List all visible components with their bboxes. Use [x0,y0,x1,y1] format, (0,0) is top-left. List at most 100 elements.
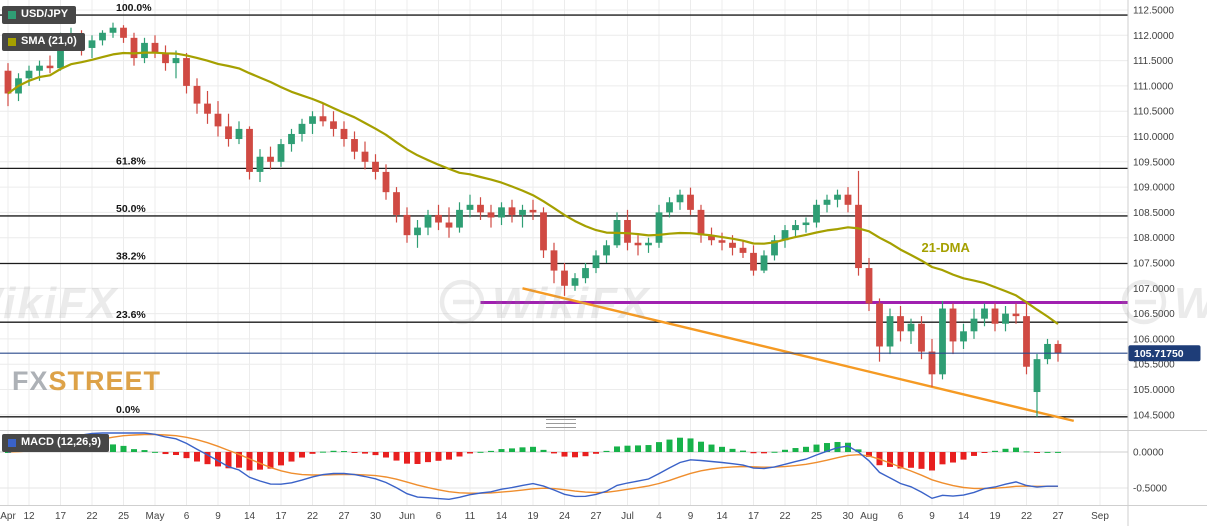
macd-bar [981,452,988,453]
candle-body [445,222,453,228]
candle-body [193,85,201,104]
macd-bar [824,443,830,452]
candle-body [120,27,127,38]
price-axis-panel[interactable] [1128,0,1207,526]
candle-body [172,58,180,64]
macd-bar [1034,452,1040,453]
candle-body [487,212,495,218]
candle-body [571,278,579,286]
candle-body [960,331,967,342]
date-tick-label: 14 [496,511,508,522]
date-tick-label: Jul [621,511,634,522]
candle-body [928,351,936,375]
sma-color-chip [8,37,16,46]
date-tick-label: 14 [716,511,728,522]
svg-text:105.71750: 105.71750 [1134,348,1184,360]
macd-bar [225,452,232,469]
date-tick-label: 19 [989,511,1001,522]
candle-body [99,32,106,41]
candle-body [214,113,222,127]
candle-body [456,209,463,228]
macd-indicator-badge[interactable]: MACD (12,26,9) [2,434,110,452]
svg-text:WikiFX: WikiFX [1174,279,1207,328]
sma-indicator-badge[interactable]: SMA (21,0) [2,33,85,51]
macd-bar [582,452,589,457]
macd-bar [519,447,526,452]
candle-body [739,247,747,253]
candle-body [991,308,999,324]
candle-body [351,139,358,152]
candle-body [477,204,484,213]
macd-bar [540,449,547,452]
symbol-badge[interactable]: USD/JPY [2,6,77,24]
date-axis-panel[interactable] [0,505,1207,526]
candle-body [582,268,589,279]
wikifx-watermark: WikiFX [0,279,117,328]
candle-body [844,194,852,205]
macd-bar [950,452,956,463]
macd-bar [330,450,337,452]
macd-bar [1023,451,1030,453]
macd-bar [624,445,631,452]
candle-body [393,192,400,215]
candle-body [1012,313,1020,317]
candle-body [235,128,243,140]
wikifx-logo-icon [1121,279,1167,325]
candle-body [708,235,715,241]
candle-body [529,209,537,213]
macd-bar [509,448,515,452]
price-tick-label: 105.0000 [1133,385,1175,396]
date-axis-labels: Apr 12 17 22 25 May 6 9 14 17 22 27 30 Jun 6 11 14 19 24 27… [0,511,1109,522]
candle-body [750,252,757,271]
candle-body [340,128,348,140]
candle-body [918,323,925,352]
date-tick-label: 30 [842,511,854,522]
date-tick-label: 9 [215,511,221,522]
candle-body [1023,316,1030,367]
macd-color-chip [8,438,16,447]
macd-bar [246,452,253,471]
candle-body [865,268,873,304]
candle-body [382,171,390,193]
price-tick-label: 112.5000 [1133,6,1174,17]
sma-line [7,51,1059,325]
macd-bar [120,445,127,452]
macd-bar [299,452,305,458]
macd-bar [267,452,274,469]
pane-resize-handle[interactable] [546,419,576,428]
candle-body [508,207,516,215]
fxstreet-logo-fx: FX [12,366,49,396]
macd-bar [498,449,505,452]
candle-body [655,212,663,243]
macd-bar [204,452,211,465]
candle-body [267,156,274,162]
candle-body [162,53,169,64]
date-tick-label: May [146,511,165,522]
candle-body [834,194,841,200]
candle-body [634,242,642,246]
date-tick-label: 27 [1052,511,1064,522]
macd-bar [488,450,494,452]
candle-body [319,116,327,122]
macd-bar [309,452,316,454]
candle-body [855,204,862,269]
macd-bar [740,450,746,452]
macd-bar [813,444,820,452]
macd-bar [908,452,914,468]
candle-body [697,209,705,236]
date-tick-label: 6 [898,511,904,522]
trendline-orange[interactable] [522,287,1075,423]
candle-body [792,225,799,231]
candle-body [645,242,652,246]
candle-body [676,194,684,203]
macd-bar [372,452,379,456]
macd-bar [677,437,683,452]
candle-body [1002,313,1009,324]
candle-body [1033,359,1041,393]
macd-bar [792,448,799,452]
macd-bar [404,452,410,464]
candles [4,22,1062,417]
candle-body [256,156,264,172]
